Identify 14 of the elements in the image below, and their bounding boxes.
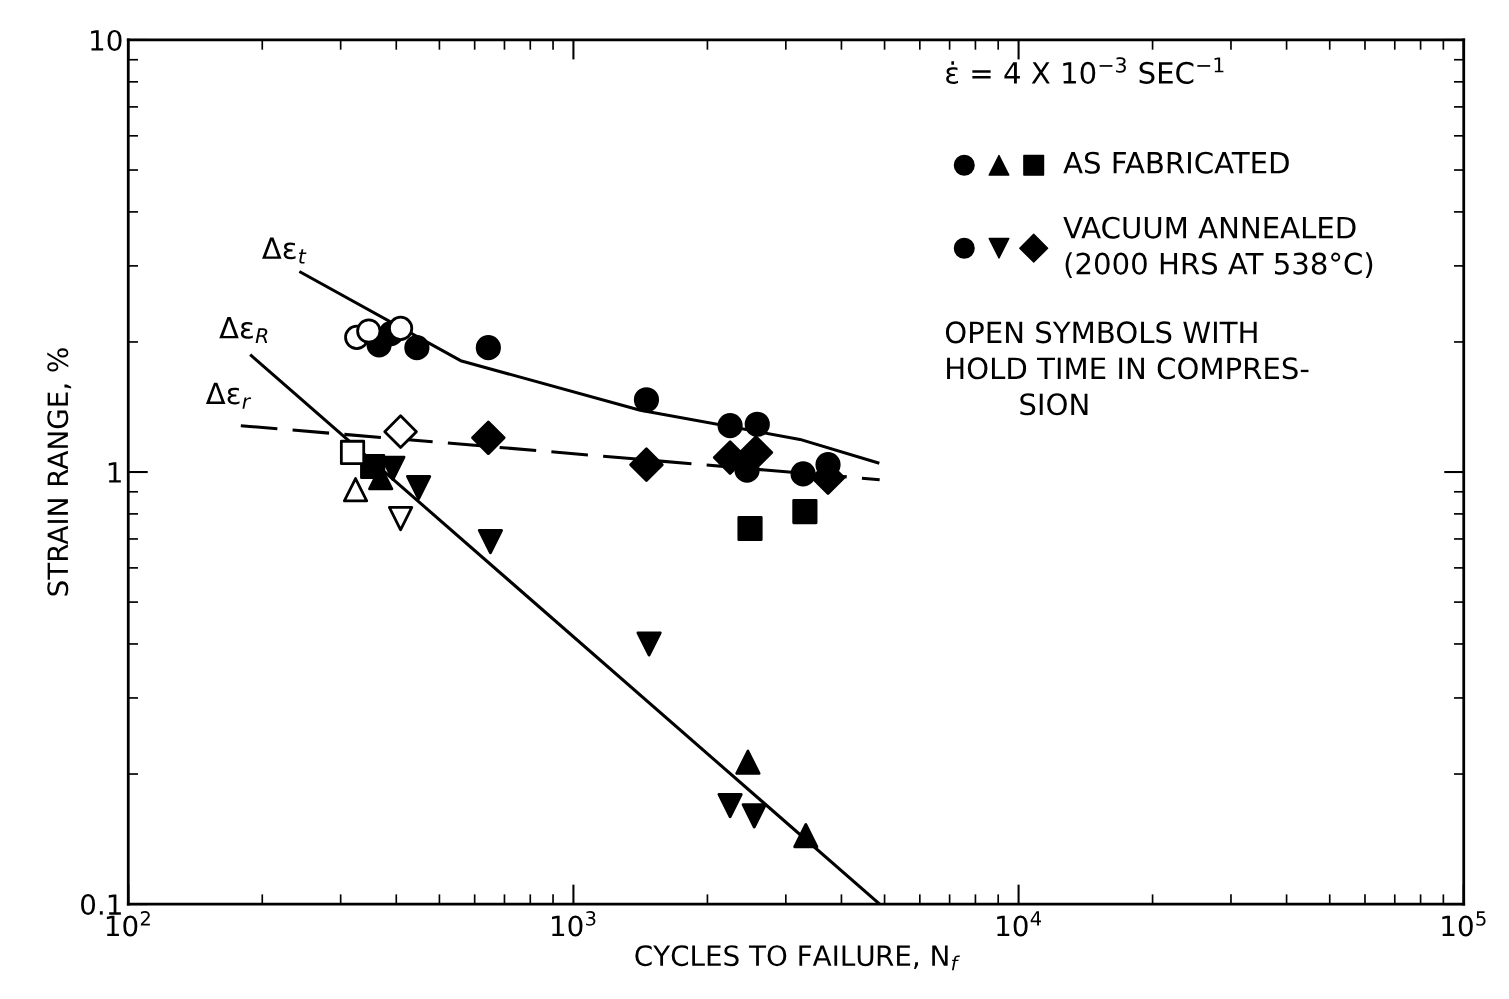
y-tick-label: 1 — [108, 462, 121, 483]
annotation: Δε$_{r}$ — [205, 382, 252, 409]
x-tick-label: 10$^{4}$ — [997, 911, 1042, 937]
x-tick-label: 10$^{5}$ — [1442, 911, 1486, 937]
annotation: AS FABRICATED — [1063, 151, 1289, 174]
x-axis-title: CYCLES TO FAILURE, N$_{f}$ — [635, 945, 960, 971]
y-tick-label: 10 — [91, 29, 122, 51]
annotation: VACUUM ANNEALED (2000 HRS AT 538°C) — [1063, 216, 1373, 279]
annotation: OPEN SYMBOLS WITH HOLD TIME IN COMPRES- SION — [945, 321, 1309, 416]
x-tick-label: 10$^{3}$ — [552, 911, 596, 937]
annotation: Δε$_{R}$ — [219, 317, 268, 344]
y-axis-title: STRAIN RANGE, % — [47, 348, 72, 596]
annotation: Δε$_{t}$ — [262, 237, 307, 264]
annotation: ε̇ = 4 X 10$^{−3}$ SEC$^{−1}$ — [946, 57, 1224, 84]
